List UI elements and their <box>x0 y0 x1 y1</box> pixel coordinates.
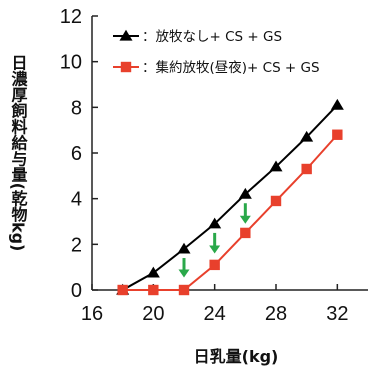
data-point-triangle <box>238 187 252 199</box>
y-tick-label: 4 <box>71 189 82 211</box>
legend-item-1: ：放牧なし+ CS + GS <box>113 29 282 45</box>
legend: ：放牧なし+ CS + GS ：集約放牧(昼夜)+ CS + GS <box>113 29 320 76</box>
y-tick-label: 2 <box>71 234 82 256</box>
x-axis-title: 日乳量(kg) <box>194 347 279 366</box>
down-arrow-annotation <box>178 258 190 278</box>
annotations <box>178 203 251 278</box>
y-axis-title: 日濃厚飼料給与量(乾物kg) <box>9 55 29 252</box>
x-tick-label: 28 <box>265 303 287 325</box>
y-tick-label: 6 <box>71 143 82 165</box>
data-point-square <box>332 129 343 140</box>
arrow-head <box>209 245 221 254</box>
data-point-square <box>120 61 132 73</box>
data-point-square <box>178 284 190 296</box>
data-point-square <box>270 195 282 207</box>
data-point-triangle <box>300 130 314 142</box>
y-tick-label: 0 <box>71 280 82 302</box>
down-arrow-annotation <box>239 203 251 224</box>
series-1 <box>116 98 344 295</box>
arrow-head <box>239 215 251 224</box>
data-point-square <box>148 284 159 296</box>
legend-label: ：放牧なし+ CS + GS <box>142 29 282 45</box>
x-tick-label: 24 <box>204 303 226 325</box>
data-point-triangle <box>330 98 344 110</box>
legend-item-2: ：集約放牧(昼夜)+ CS + GS <box>113 60 320 76</box>
data-point-square <box>209 259 220 271</box>
data-point-triangle <box>208 217 222 229</box>
data-point-triangle <box>269 160 283 172</box>
x-tick-label: 32 <box>326 303 348 325</box>
series-2 <box>117 129 343 296</box>
data-point-triangle <box>146 266 160 278</box>
data-point-square <box>301 163 312 175</box>
data-point-triangle <box>119 29 133 41</box>
x-tick-label: 20 <box>142 303 164 325</box>
arrow-head <box>178 269 190 278</box>
legend-label: ：集約放牧(昼夜)+ CS + GS <box>142 60 320 76</box>
series-line <box>122 104 339 291</box>
x-tick-label: 16 <box>81 303 103 325</box>
series-line <box>122 134 339 291</box>
data-point-square <box>240 227 251 239</box>
data-point-triangle <box>177 242 191 254</box>
series-group <box>116 98 344 296</box>
y-tick-label: 12 <box>60 6 82 28</box>
down-arrow-annotation <box>209 232 221 254</box>
data-point-square <box>117 284 128 296</box>
y-tick-label: 8 <box>71 97 82 119</box>
y-tick-label: 10 <box>60 52 82 74</box>
